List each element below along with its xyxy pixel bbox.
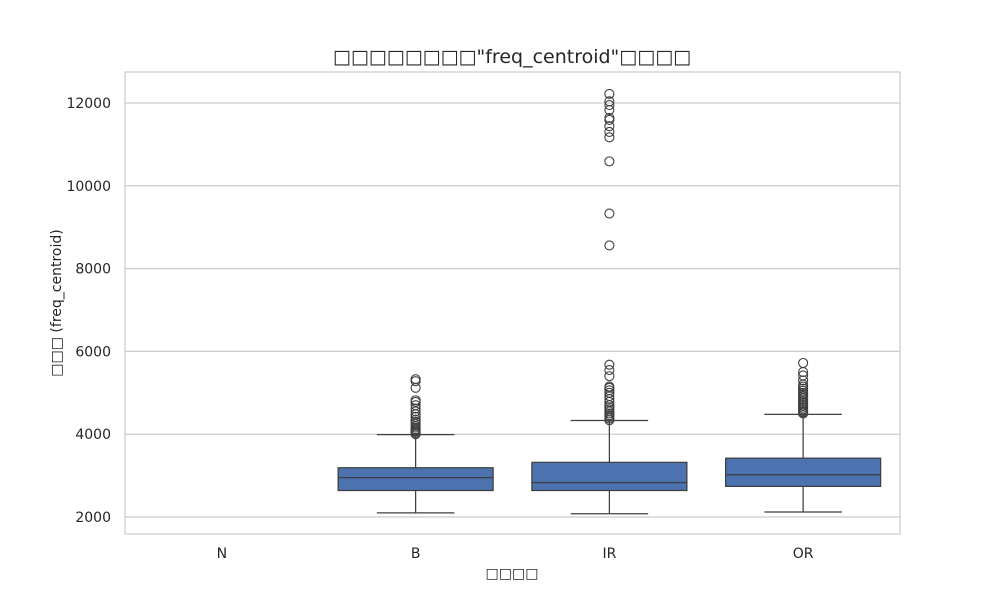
outlier-point <box>604 381 615 392</box>
outlier-point <box>798 370 809 381</box>
x-axis-label: □□□□ <box>486 566 539 582</box>
outlier-point <box>604 385 615 396</box>
outlier-point <box>798 357 809 369</box>
outlier-point <box>604 132 615 143</box>
chart-title: □□□□□□□□"freq_centroid"□□□□ <box>333 46 691 68</box>
y-tick-label-4000: 4000 <box>75 427 111 443</box>
outlier-point <box>604 364 615 376</box>
y-tick-label-10000: 10000 <box>66 179 111 195</box>
iqr-box <box>531 461 688 492</box>
outlier-point <box>604 208 615 219</box>
x-tick-label-or: OR <box>793 546 814 562</box>
outlier-point <box>604 100 615 111</box>
outlier-point <box>604 126 615 138</box>
iqr-box <box>725 457 882 487</box>
outlier-point <box>604 156 615 167</box>
y-tick-label-2000: 2000 <box>75 510 111 526</box>
y-tick-label-8000: 8000 <box>75 262 111 278</box>
outlier-point <box>604 359 615 370</box>
outlier-point <box>410 400 421 411</box>
outlier-point <box>604 387 615 398</box>
plot-area <box>124 71 901 535</box>
gridlines <box>125 102 900 518</box>
x-tick-label-b: B <box>411 546 421 562</box>
y-axis-label: □□□ (freq_centroid) <box>49 229 65 376</box>
outlier-point <box>604 112 615 123</box>
outlier-point <box>410 414 421 425</box>
outlier-point <box>410 411 421 422</box>
x-tick-labels: N B IR OR <box>217 546 814 562</box>
box-group-or <box>725 357 882 513</box>
outlier-point <box>410 395 421 406</box>
outlier-point <box>604 240 615 251</box>
outlier-point <box>798 375 809 386</box>
y-tick-labels: 2000 4000 6000 8000 10000 12000 <box>66 96 111 526</box>
iqr-box <box>337 467 494 492</box>
y-tick-label-12000: 12000 <box>66 96 111 112</box>
boxes <box>337 88 882 515</box>
box-group-ir <box>531 88 688 515</box>
outlier-point <box>604 96 615 107</box>
x-tick-label-n: N <box>217 546 227 562</box>
outlier-point <box>410 403 421 414</box>
y-tick-label-6000: 6000 <box>75 344 111 360</box>
outlier-point <box>604 88 615 99</box>
outlier-point <box>604 371 615 382</box>
outlier-point <box>604 121 615 132</box>
x-tick-label-ir: IR <box>602 546 616 562</box>
outlier-point <box>410 374 421 385</box>
box-group-b <box>337 374 494 514</box>
